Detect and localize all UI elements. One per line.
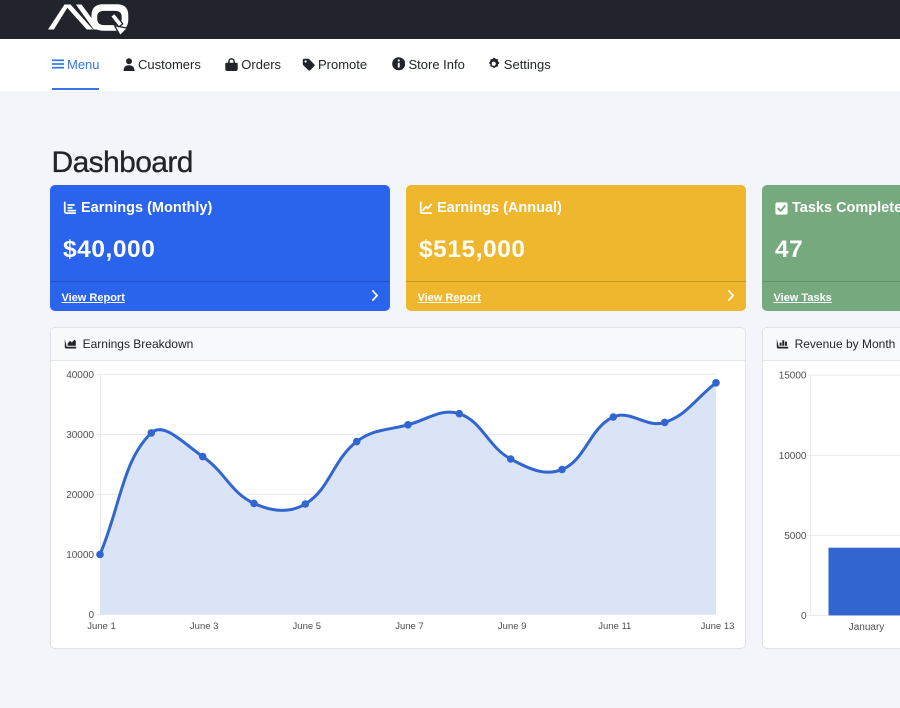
svg-text:10000: 10000: [66, 550, 94, 561]
svg-text:20000: 20000: [66, 490, 94, 501]
svg-text:5000: 5000: [784, 531, 807, 542]
svg-text:June 9: June 9: [498, 621, 527, 632]
svg-text:0: 0: [88, 610, 94, 621]
svg-text:30000: 30000: [66, 430, 94, 441]
svg-text:January: January: [849, 622, 885, 633]
svg-text:June 1: June 1: [87, 621, 116, 632]
svg-text:June 3: June 3: [190, 621, 219, 632]
svg-text:10000: 10000: [779, 451, 807, 462]
svg-text:0: 0: [801, 611, 807, 622]
svg-text:40000: 40000: [66, 370, 94, 381]
svg-text:June 7: June 7: [395, 621, 424, 632]
svg-text:June 11: June 11: [598, 621, 631, 632]
svg-text:June 13: June 13: [701, 621, 735, 632]
svg-text:June 5: June 5: [293, 621, 322, 632]
svg-text:15000: 15000: [779, 371, 807, 382]
